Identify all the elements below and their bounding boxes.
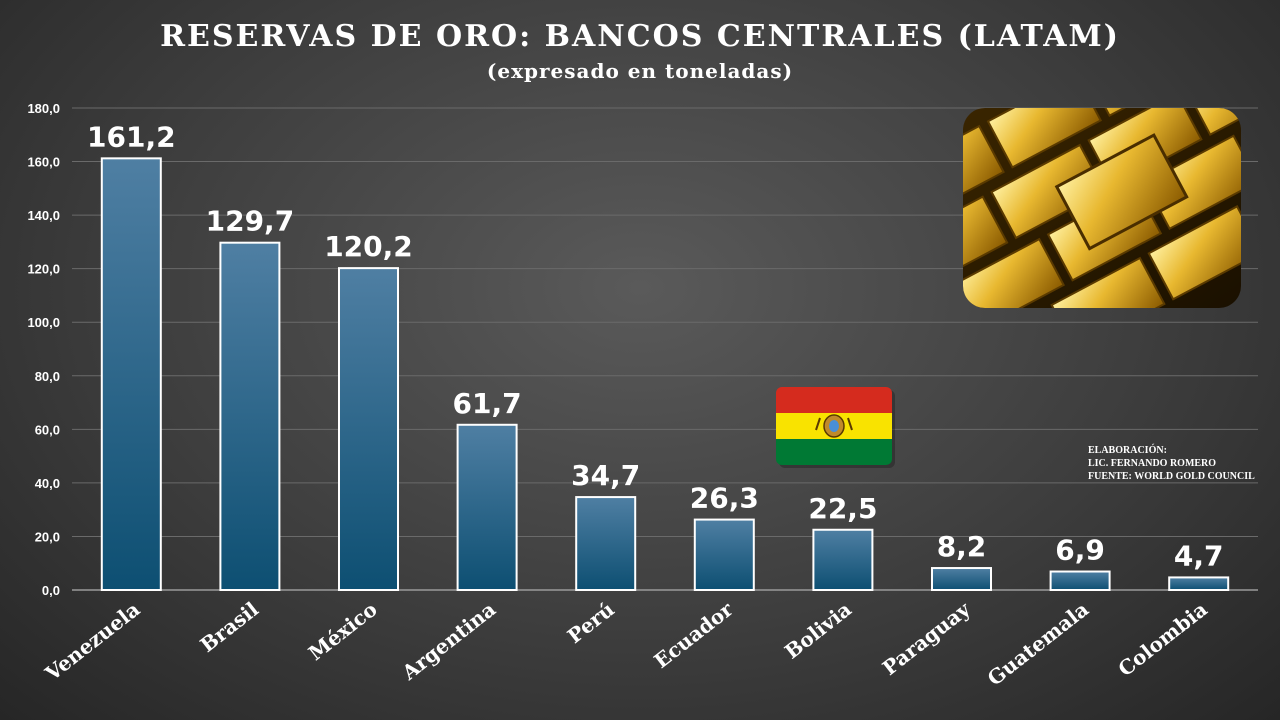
bars bbox=[100, 157, 1230, 592]
credit-author: LIC. FERNANDO ROMERO bbox=[1088, 458, 1216, 469]
category-labels: Venezuela Brasil México Argentina Perú Ecuado… bbox=[40, 596, 1212, 690]
bar bbox=[575, 496, 637, 592]
x-tick-label: Perú bbox=[563, 597, 619, 648]
bar bbox=[931, 567, 992, 592]
x-tick-label: Guatemala bbox=[983, 597, 1093, 691]
data-label: 4,7 bbox=[1174, 539, 1224, 572]
bar bbox=[812, 528, 874, 591]
y-tick-label: 60,0 bbox=[35, 422, 60, 437]
data-label: 22,5 bbox=[808, 492, 877, 525]
x-tick-label: Ecuador bbox=[649, 597, 737, 673]
y-tick-label: 40,0 bbox=[35, 476, 60, 491]
coat-of-arms-icon bbox=[815, 414, 853, 438]
bar bbox=[219, 241, 281, 591]
y-tick-label: 160,0 bbox=[27, 155, 60, 170]
data-label: 61,7 bbox=[453, 387, 522, 420]
y-tick-label: 120,0 bbox=[27, 262, 60, 277]
x-tick-label: Argentina bbox=[397, 597, 501, 685]
chart-title: RESERVAS DE ORO: BANCOS CENTRALES (LATAM… bbox=[160, 19, 1120, 54]
y-tick-label: 0,0 bbox=[42, 583, 60, 598]
bar bbox=[693, 518, 755, 592]
bar bbox=[1049, 570, 1111, 591]
y-axis-ticks: 0,0 20,0 40,0 60,0 80,0 100,0 120,0 140,0 160,0 1… bbox=[27, 101, 60, 598]
credit-elaboration: ELABORACIÓN: bbox=[1088, 444, 1167, 456]
x-tick-label: Colombia bbox=[1114, 597, 1212, 681]
y-tick-label: 180,0 bbox=[27, 101, 60, 116]
bar bbox=[338, 267, 399, 591]
chart-subtitle: (expresado en toneladas) bbox=[487, 59, 793, 83]
bar bbox=[1168, 576, 1230, 591]
data-label: 34,7 bbox=[571, 459, 640, 492]
credit-source: FUENTE: WORLD GOLD COUNCIL bbox=[1088, 471, 1255, 482]
y-tick-label: 100,0 bbox=[27, 315, 60, 330]
x-tick-label: México bbox=[304, 597, 382, 665]
bolivia-flag-icon bbox=[776, 387, 895, 468]
data-label: 161,2 bbox=[87, 120, 176, 153]
credits: ELABORACIÓN: LIC. FERNANDO ROMERO FUENTE… bbox=[1088, 444, 1255, 482]
x-tick-label: Paraguay bbox=[878, 596, 976, 680]
value-labels: 161,2 129,7 120,2 61,7 34,7 26,3 22,5 8,2 6,9 4,7 bbox=[87, 120, 1223, 572]
data-label: 6,9 bbox=[1055, 534, 1105, 567]
y-tick-label: 140,0 bbox=[27, 208, 60, 223]
x-tick-label: Brasil bbox=[196, 597, 264, 657]
data-label: 26,3 bbox=[690, 482, 759, 515]
bar bbox=[456, 423, 518, 591]
y-tick-label: 80,0 bbox=[35, 369, 60, 384]
data-label: 129,7 bbox=[206, 205, 295, 238]
bar bbox=[100, 157, 162, 591]
x-tick-label: Bolivia bbox=[780, 597, 856, 664]
gold-bars-image bbox=[963, 108, 1241, 308]
data-label: 120,2 bbox=[324, 230, 413, 263]
y-tick-label: 20,0 bbox=[35, 529, 60, 544]
x-tick-label: Venezuela bbox=[40, 597, 145, 686]
data-label: 8,2 bbox=[937, 530, 987, 563]
